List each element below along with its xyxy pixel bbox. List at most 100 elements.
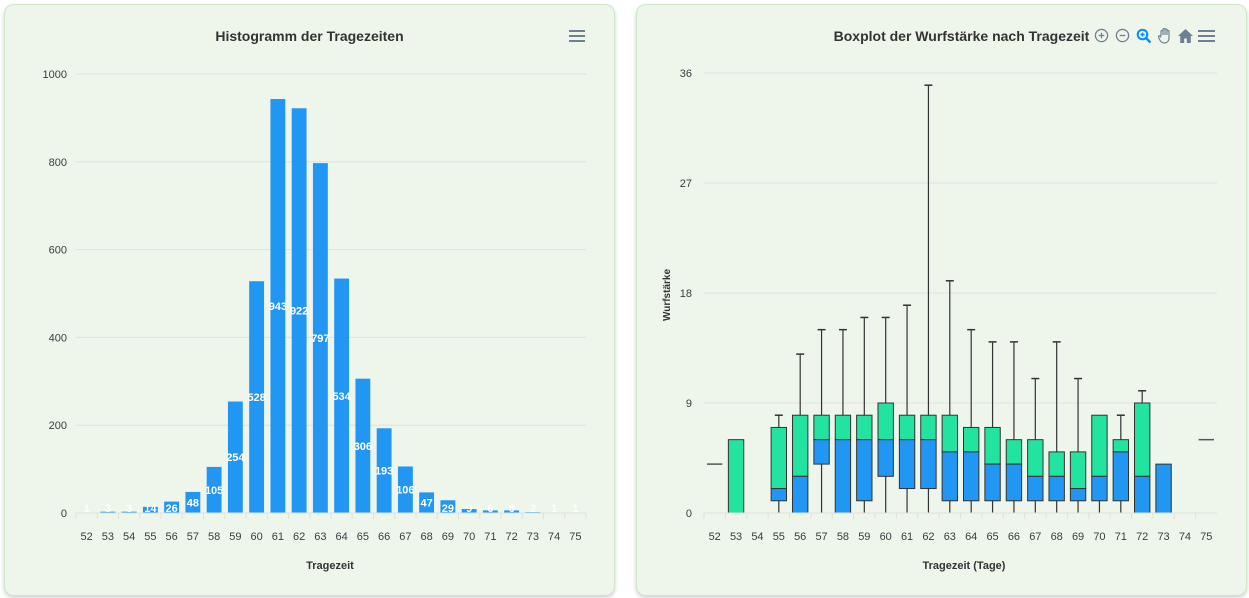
x-tick-label: 53: [102, 531, 114, 543]
data-label-65: 306: [354, 441, 372, 453]
bar-54: [121, 511, 137, 513]
menu-icon[interactable]: [1198, 27, 1215, 44]
x-tick-label: 61: [272, 531, 284, 543]
y-tick-label: 0: [61, 508, 67, 520]
histogram-title: Histogramm der Tragezeiten: [215, 28, 404, 44]
data-label-56: 26: [166, 503, 178, 515]
lower-box: [898, 439, 916, 490]
boxplot-boxes: [706, 84, 1215, 514]
upper-box: [984, 426, 1001, 465]
upper-box: [941, 414, 959, 453]
data-label-71: 6: [487, 503, 493, 515]
upper-box: [834, 414, 852, 441]
data-label-68: 47: [421, 498, 433, 510]
histogram-gridlines: [76, 73, 586, 514]
bar-68: [419, 492, 435, 513]
lower-box: [813, 439, 830, 465]
selection-zoom-icon[interactable]: [1135, 27, 1152, 44]
reset-home-icon[interactable]: [1177, 27, 1194, 44]
box-56: [791, 353, 809, 514]
x-tick-label: 64: [336, 531, 348, 543]
x-tick-label: 56: [166, 531, 178, 543]
histogram-y-axis: 0 200 400 600 800 1000: [43, 69, 67, 520]
data-label-59: 254: [226, 452, 245, 464]
x-tick-label: 61: [901, 531, 913, 543]
x-tick-label: 73: [1157, 531, 1169, 543]
x-tick-label: 71: [484, 531, 496, 543]
y-tick-label: 200: [49, 420, 67, 432]
bar-60: [249, 281, 265, 513]
x-tick-label: 55: [144, 531, 156, 543]
data-label-74: 1: [551, 503, 557, 515]
x-tick-label: 67: [1029, 531, 1041, 543]
x-tick-label: 57: [815, 531, 827, 543]
data-label-73: 2: [530, 503, 536, 515]
zoom-out-icon[interactable]: [1114, 27, 1131, 44]
boxplot-y-axis: 0 9 18 27 36: [680, 68, 692, 520]
lower-box: [1133, 475, 1151, 514]
data-label-60: 528: [247, 392, 265, 404]
histogram-x-axis-title: Tragezeit: [306, 560, 354, 572]
bar-62: [291, 108, 307, 513]
data-label-66: 193: [375, 466, 393, 478]
upper-box: [898, 414, 916, 441]
bar-71: [482, 510, 498, 513]
box-64: [962, 328, 980, 513]
x-tick-label: 73: [527, 531, 539, 543]
zoom-in-icon[interactable]: [1093, 27, 1110, 44]
x-tick-label: 59: [858, 531, 870, 543]
x-tick-label: 71: [1115, 531, 1127, 543]
x-tick-label: 72: [1136, 531, 1148, 543]
bar-66: [376, 428, 392, 513]
bar-53: [100, 511, 116, 513]
upper-box: [877, 402, 894, 441]
lower-box: [984, 463, 1001, 502]
x-tick-label: 58: [208, 531, 220, 543]
x-tick-label: 66: [378, 531, 390, 543]
data-label-64: 534: [332, 391, 351, 403]
data-label-53: 3: [105, 503, 111, 515]
x-tick-label: 75: [569, 531, 581, 543]
bar-55: [142, 506, 158, 513]
x-tick-label: 63: [314, 531, 326, 543]
x-tick-label: 74: [548, 531, 560, 543]
bar-65: [355, 378, 371, 513]
box-55: [770, 414, 788, 513]
x-tick-label: 68: [421, 531, 433, 543]
box-67: [1027, 377, 1044, 513]
bar-70: [461, 509, 477, 513]
upper-box: [770, 426, 788, 490]
lower-box: [1048, 475, 1065, 502]
x-tick-label: 65: [357, 531, 369, 543]
y-tick-label: 9: [686, 398, 692, 410]
data-label-70: 9: [466, 503, 472, 515]
bar-61: [270, 99, 286, 513]
upper-box: [1048, 451, 1065, 477]
upper-box: [791, 414, 809, 477]
x-tick-label: 69: [1072, 531, 1084, 543]
x-tick-label: 57: [187, 531, 199, 543]
lower-box: [920, 439, 937, 490]
bar-59: [227, 401, 243, 513]
lower-box: [1069, 488, 1087, 502]
pan-hand-icon[interactable]: [1156, 27, 1173, 44]
upper-box: [1069, 451, 1087, 490]
histogram-menu-icon[interactable]: [569, 30, 585, 42]
data-label-55: 14: [144, 503, 157, 515]
bar-69: [440, 500, 456, 513]
y-tick-label: 0: [686, 508, 692, 520]
lower-box: [834, 439, 852, 514]
upper-box: [813, 414, 830, 441]
x-tick-label: 62: [922, 531, 934, 543]
data-label-57: 48: [187, 497, 199, 509]
x-tick-label: 58: [837, 531, 849, 543]
lower-box: [1005, 463, 1023, 502]
lower-box: [877, 439, 894, 477]
data-label-63: 797: [311, 333, 329, 345]
lower-box: [1091, 475, 1108, 502]
data-label-69: 29: [442, 503, 454, 515]
y-tick-label: 18: [680, 288, 692, 300]
data-label-72: 6: [509, 503, 515, 515]
